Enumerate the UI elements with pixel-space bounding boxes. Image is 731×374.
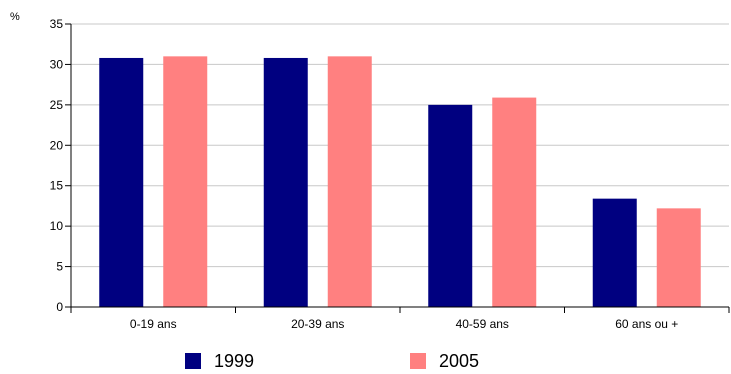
legend: 1999 2005: [0, 352, 731, 374]
y-tick-label: 30: [50, 57, 64, 71]
y-tick-label: 15: [50, 179, 64, 193]
y-tick-labels: 0 5 10 15 20 25 30 35: [50, 17, 64, 314]
y-tick-label: 35: [50, 17, 64, 31]
legend-swatch-1999: [185, 353, 201, 369]
y-axis-unit-label: %: [10, 11, 20, 23]
bar-2005-2: [327, 56, 372, 307]
legend-swatch-2005: [410, 353, 426, 369]
y-tick-label: 25: [50, 98, 64, 112]
y-tick-label: 20: [50, 138, 64, 152]
x-tick-labels: 0-19 ans 20-39 ans 40-59 ans 60 ans ou +: [130, 317, 678, 331]
legend-item-1999: 1999: [185, 352, 254, 370]
legend-label-1999: 1999: [214, 351, 255, 371]
bars: [99, 56, 701, 308]
bar-1999-1: [99, 57, 144, 308]
x-tick-label: 60 ans ou +: [615, 317, 678, 331]
y-tick-label: 10: [50, 219, 64, 233]
axes: [70, 24, 730, 313]
bar-chart: % 0 5 10 15 20 25 30 35 0-19 ans 20-39 ans 40-59 …: [10, 11, 730, 331]
bar-1999-2: [263, 57, 308, 308]
legend-label-2005: 2005: [439, 351, 480, 371]
x-tick-label: 40-59 ans: [456, 317, 509, 331]
bar-1999-3: [428, 104, 473, 307]
bar-2005-1: [163, 56, 208, 307]
x-tick-label: 0-19 ans: [130, 317, 177, 331]
bar-2005-3: [492, 97, 537, 307]
bar-2005-4: [656, 208, 701, 307]
y-tick-label: 0: [56, 300, 63, 314]
legend-item-2005: 2005: [410, 352, 479, 370]
y-tick-label: 5: [56, 260, 63, 274]
x-tick-label: 20-39 ans: [291, 317, 344, 331]
bar-1999-4: [592, 198, 637, 307]
